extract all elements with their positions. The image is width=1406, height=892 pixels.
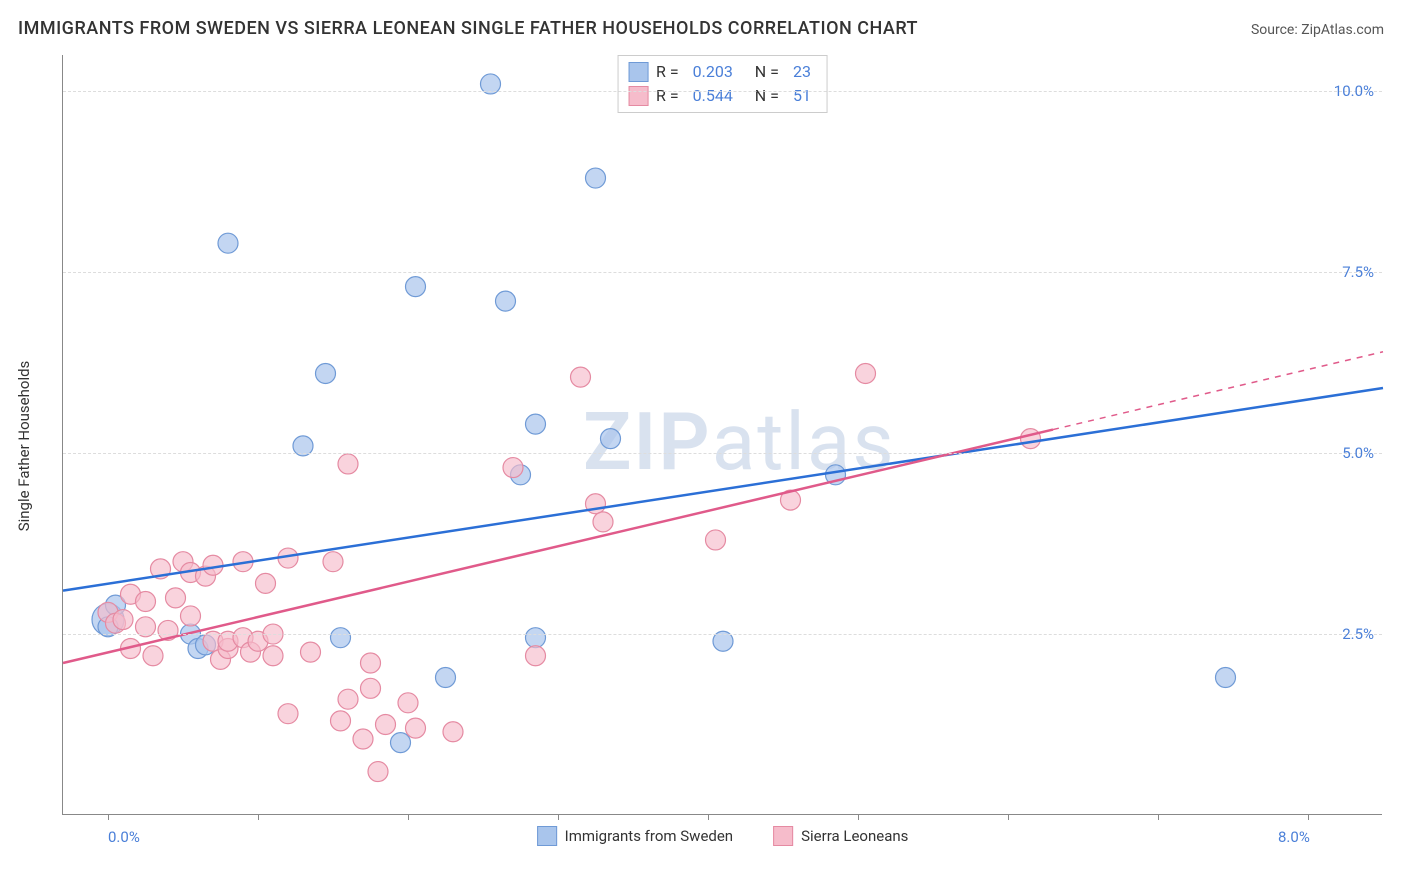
data-point-sweden bbox=[586, 168, 606, 188]
data-point-sierra bbox=[338, 454, 358, 474]
data-point-sierra bbox=[331, 711, 351, 731]
grid-line bbox=[63, 272, 1382, 273]
bottom-legend-item-sierra: Sierra Leoneans bbox=[773, 826, 908, 846]
data-point-sierra bbox=[113, 610, 133, 630]
source-label: Source: ZipAtlas.com bbox=[1251, 22, 1384, 38]
data-point-sweden bbox=[1216, 667, 1236, 687]
legend-row-sweden: R = 0.203 N = 23 bbox=[628, 60, 817, 84]
data-point-sweden bbox=[391, 733, 411, 753]
legend-n-value: 51 bbox=[793, 84, 811, 108]
data-point-sierra bbox=[1021, 429, 1041, 449]
legend-r-value: 0.203 bbox=[693, 60, 733, 84]
bottom-legend-label: Sierra Leoneans bbox=[801, 827, 908, 845]
data-point-sweden bbox=[331, 628, 351, 648]
legend-n-label: N = bbox=[747, 60, 779, 84]
data-point-sierra bbox=[376, 715, 396, 735]
legend-r-label: R = bbox=[656, 60, 679, 84]
legend-n-label: N = bbox=[747, 84, 779, 108]
data-point-sierra bbox=[593, 512, 613, 532]
data-point-sweden bbox=[526, 628, 546, 648]
trend-line-dashed-sierra bbox=[1053, 352, 1383, 430]
data-point-sierra bbox=[263, 646, 283, 666]
x-tick bbox=[1008, 814, 1009, 820]
data-point-sierra bbox=[406, 718, 426, 738]
x-tick-label: 8.0% bbox=[1278, 828, 1310, 846]
y-tick-label: 2.5% bbox=[1342, 625, 1374, 643]
legend-swatch bbox=[628, 86, 648, 106]
data-point-sierra bbox=[166, 588, 186, 608]
legend-n-value: 23 bbox=[793, 60, 811, 84]
data-point-sierra bbox=[571, 367, 591, 387]
x-tick bbox=[108, 814, 109, 820]
data-point-sweden bbox=[436, 667, 456, 687]
bottom-legend-label: Immigrants from Sweden bbox=[565, 827, 733, 845]
data-point-sierra bbox=[526, 646, 546, 666]
data-point-sierra bbox=[503, 458, 523, 478]
y-axis-title: Single Father Households bbox=[15, 361, 33, 532]
legend-swatch bbox=[773, 826, 793, 846]
legend-r-label: R = bbox=[656, 84, 679, 108]
legend-swatch bbox=[537, 826, 557, 846]
data-point-sweden bbox=[406, 277, 426, 297]
data-point-sierra bbox=[706, 530, 726, 550]
x-tick bbox=[558, 814, 559, 820]
data-point-sierra bbox=[278, 704, 298, 724]
data-point-sierra bbox=[368, 762, 388, 782]
y-tick-label: 5.0% bbox=[1342, 444, 1374, 462]
x-tick bbox=[858, 814, 859, 820]
data-point-sweden bbox=[218, 233, 238, 253]
chart-title: IMMIGRANTS FROM SWEDEN VS SIERRA LEONEAN… bbox=[18, 18, 918, 39]
data-point-sweden bbox=[316, 363, 336, 383]
plot-area: ZIPatlas R =0.203 N =23R =0.544 N =51 Im… bbox=[62, 55, 1382, 815]
data-point-sierra bbox=[256, 573, 276, 593]
data-point-sierra bbox=[301, 642, 321, 662]
series-legend: Immigrants from Sweden Sierra Leoneans bbox=[537, 826, 909, 846]
trend-line-sweden bbox=[63, 388, 1383, 591]
plot-svg bbox=[63, 55, 1382, 814]
data-point-sierra bbox=[398, 693, 418, 713]
y-tick-label: 10.0% bbox=[1334, 82, 1374, 100]
data-point-sierra bbox=[361, 678, 381, 698]
correlation-legend: R = 0.203 N = 23 R = 0.544 N = 51 bbox=[617, 55, 828, 113]
data-point-sierra bbox=[338, 689, 358, 709]
x-tick bbox=[708, 814, 709, 820]
legend-r-value: 0.544 bbox=[693, 84, 733, 108]
trend-line-sierra bbox=[63, 430, 1053, 663]
data-point-sierra bbox=[353, 729, 373, 749]
data-point-sierra bbox=[361, 653, 381, 673]
data-point-sierra bbox=[136, 591, 156, 611]
bottom-legend-item-sweden: Immigrants from Sweden bbox=[537, 826, 733, 846]
data-point-sweden bbox=[496, 291, 516, 311]
x-tick-label: 0.0% bbox=[108, 828, 140, 846]
data-point-sweden bbox=[526, 414, 546, 434]
grid-line bbox=[63, 91, 1382, 92]
data-point-sierra bbox=[856, 363, 876, 383]
data-point-sierra bbox=[181, 606, 201, 626]
x-tick bbox=[1308, 814, 1309, 820]
data-point-sweden bbox=[601, 429, 621, 449]
legend-swatch bbox=[628, 62, 648, 82]
data-point-sierra bbox=[443, 722, 463, 742]
x-tick bbox=[258, 814, 259, 820]
x-tick bbox=[408, 814, 409, 820]
data-point-sierra bbox=[143, 646, 163, 666]
legend-row-sierra: R = 0.544 N = 51 bbox=[628, 84, 817, 108]
grid-line bbox=[63, 634, 1382, 635]
x-tick bbox=[1158, 814, 1159, 820]
data-point-sierra bbox=[323, 552, 343, 572]
grid-line bbox=[63, 453, 1382, 454]
y-tick-label: 7.5% bbox=[1342, 263, 1374, 281]
